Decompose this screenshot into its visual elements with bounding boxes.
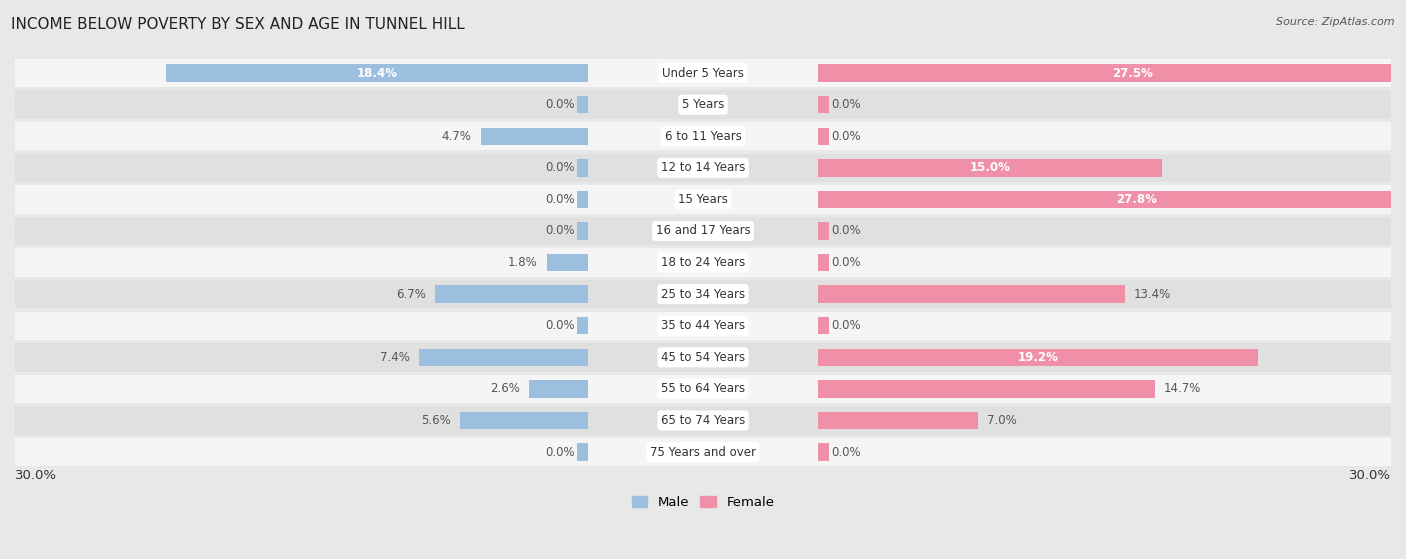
Text: 30.0%: 30.0% bbox=[1348, 470, 1391, 482]
Bar bbox=[576, 222, 588, 240]
Bar bbox=[576, 317, 588, 334]
Text: 19.2%: 19.2% bbox=[1018, 351, 1059, 364]
Text: 0.0%: 0.0% bbox=[831, 446, 860, 458]
Text: 27.8%: 27.8% bbox=[1116, 193, 1157, 206]
Bar bbox=[419, 349, 588, 366]
Bar bbox=[818, 443, 830, 461]
Bar bbox=[4, 406, 1402, 435]
Text: 30.0%: 30.0% bbox=[15, 470, 58, 482]
Bar bbox=[434, 286, 588, 303]
Bar bbox=[4, 280, 1402, 309]
Text: 6.7%: 6.7% bbox=[395, 288, 426, 301]
Text: 18 to 24 Years: 18 to 24 Years bbox=[661, 256, 745, 269]
Text: Under 5 Years: Under 5 Years bbox=[662, 67, 744, 79]
Bar bbox=[818, 127, 830, 145]
Bar bbox=[818, 254, 830, 271]
Bar bbox=[4, 343, 1402, 372]
Bar bbox=[818, 317, 830, 334]
Text: 0.0%: 0.0% bbox=[831, 130, 860, 143]
Text: 0.0%: 0.0% bbox=[831, 256, 860, 269]
Bar bbox=[576, 191, 588, 208]
Bar bbox=[481, 127, 588, 145]
Text: 0.0%: 0.0% bbox=[546, 319, 575, 332]
Bar bbox=[529, 380, 588, 397]
Bar bbox=[818, 412, 979, 429]
Bar bbox=[4, 311, 1402, 340]
Bar bbox=[818, 222, 830, 240]
Text: 16 and 17 Years: 16 and 17 Years bbox=[655, 225, 751, 238]
Text: 75 Years and over: 75 Years and over bbox=[650, 446, 756, 458]
Text: 2.6%: 2.6% bbox=[489, 382, 520, 395]
Bar bbox=[576, 96, 588, 113]
Text: 0.0%: 0.0% bbox=[831, 319, 860, 332]
Text: 5 Years: 5 Years bbox=[682, 98, 724, 111]
Text: 7.4%: 7.4% bbox=[380, 351, 409, 364]
Bar bbox=[4, 248, 1402, 277]
Bar bbox=[818, 286, 1125, 303]
Text: 14.7%: 14.7% bbox=[1164, 382, 1201, 395]
Text: 6 to 11 Years: 6 to 11 Years bbox=[665, 130, 741, 143]
Text: 0.0%: 0.0% bbox=[546, 446, 575, 458]
Bar bbox=[818, 380, 1154, 397]
Text: 1.8%: 1.8% bbox=[508, 256, 538, 269]
Legend: Male, Female: Male, Female bbox=[626, 491, 780, 514]
Text: 65 to 74 Years: 65 to 74 Years bbox=[661, 414, 745, 427]
Bar bbox=[576, 159, 588, 177]
Text: 0.0%: 0.0% bbox=[546, 98, 575, 111]
Text: 12 to 14 Years: 12 to 14 Years bbox=[661, 162, 745, 174]
Text: 0.0%: 0.0% bbox=[546, 193, 575, 206]
Bar bbox=[4, 122, 1402, 150]
Bar bbox=[576, 443, 588, 461]
Bar bbox=[460, 412, 588, 429]
Bar bbox=[547, 254, 588, 271]
Bar bbox=[818, 349, 1258, 366]
Bar bbox=[4, 438, 1402, 466]
Text: 35 to 44 Years: 35 to 44 Years bbox=[661, 319, 745, 332]
Text: 0.0%: 0.0% bbox=[831, 98, 860, 111]
Bar bbox=[818, 96, 830, 113]
Bar bbox=[4, 59, 1402, 87]
Text: 0.0%: 0.0% bbox=[546, 225, 575, 238]
Text: 0.0%: 0.0% bbox=[831, 225, 860, 238]
Text: 27.5%: 27.5% bbox=[1112, 67, 1153, 79]
Bar bbox=[818, 64, 1406, 82]
Bar bbox=[4, 217, 1402, 245]
Text: 7.0%: 7.0% bbox=[987, 414, 1017, 427]
Bar bbox=[818, 191, 1406, 208]
Text: 13.4%: 13.4% bbox=[1135, 288, 1171, 301]
Text: 15.0%: 15.0% bbox=[969, 162, 1010, 174]
Text: 5.6%: 5.6% bbox=[420, 414, 451, 427]
Text: 18.4%: 18.4% bbox=[357, 67, 398, 79]
Bar bbox=[166, 64, 588, 82]
Bar bbox=[4, 185, 1402, 214]
Text: 55 to 64 Years: 55 to 64 Years bbox=[661, 382, 745, 395]
Text: 25 to 34 Years: 25 to 34 Years bbox=[661, 288, 745, 301]
Bar bbox=[818, 159, 1161, 177]
Text: 0.0%: 0.0% bbox=[546, 162, 575, 174]
Text: INCOME BELOW POVERTY BY SEX AND AGE IN TUNNEL HILL: INCOME BELOW POVERTY BY SEX AND AGE IN T… bbox=[11, 17, 465, 32]
Bar bbox=[4, 375, 1402, 403]
Text: 4.7%: 4.7% bbox=[441, 130, 471, 143]
Text: Source: ZipAtlas.com: Source: ZipAtlas.com bbox=[1277, 17, 1395, 27]
Text: 45 to 54 Years: 45 to 54 Years bbox=[661, 351, 745, 364]
Bar bbox=[4, 154, 1402, 182]
Text: 15 Years: 15 Years bbox=[678, 193, 728, 206]
Bar bbox=[4, 91, 1402, 119]
